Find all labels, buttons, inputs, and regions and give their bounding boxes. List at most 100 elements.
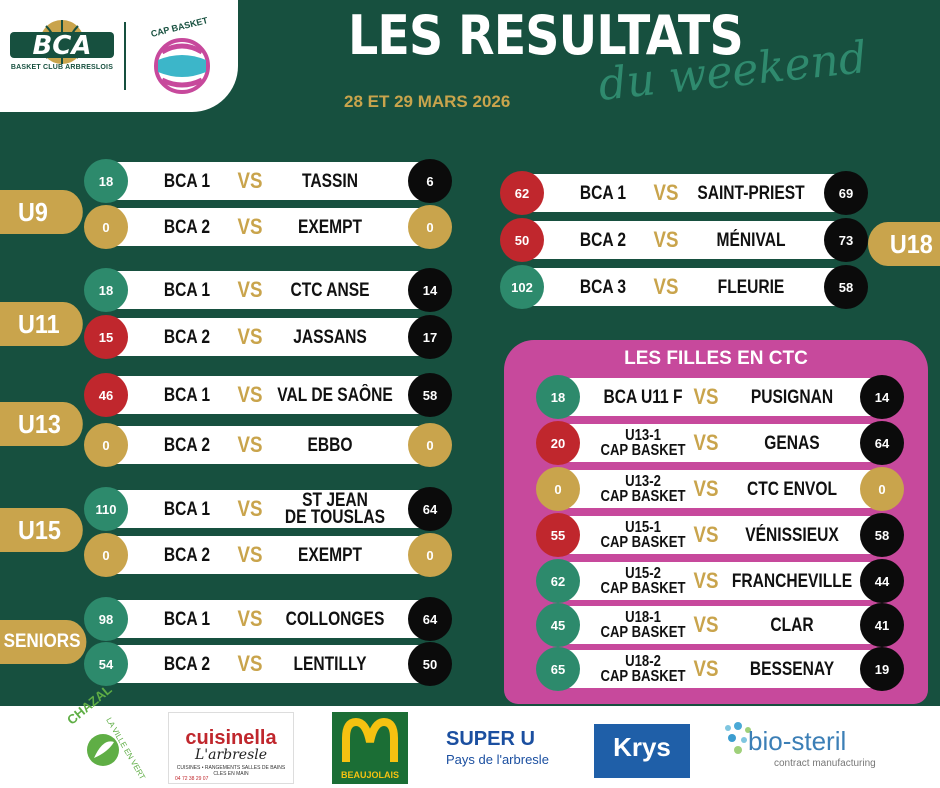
home-team: U13-2 CAP BASKET (591, 470, 694, 508)
category-tag-u9: U9 (0, 190, 83, 234)
home-team: BCA 1 (163, 279, 211, 301)
home-team: BCA 2 (163, 653, 211, 675)
away-score-badge: 41 (860, 603, 904, 647)
away-score-badge: 69 (824, 171, 868, 215)
filles-match-row-4: 55 U15-1 CAP BASKET VS VÉNISSIEUX 58 (536, 513, 904, 557)
away-score-badge: 0 (408, 533, 452, 577)
cuisinella-city: L'arbresle (194, 747, 268, 763)
away-score-badge: 64 (860, 421, 904, 465)
home-team-line-2: CAP BASKET (600, 488, 686, 505)
sponsor-chazal: CHAZAL LA VILLE EN VERT (58, 682, 148, 782)
home-score-badge: 0 (84, 205, 128, 249)
home-score-badge: 18 (84, 159, 128, 203)
away-team: LENTILLY (293, 653, 367, 675)
filles-panel-title: LES FILLES EN CTC (624, 348, 808, 369)
home-team: BCA 1 (163, 384, 211, 406)
filles-match-row-6: 45 U18-1 CAP BASKET VS CLAR 41 (536, 603, 904, 647)
home-team: BCA 3 (579, 276, 627, 298)
filles-match-row-1: 18 BCA U11 F VS PUSIGNAN 14 (536, 375, 904, 419)
cuisinella-phone: 04 72 38 29 07 (175, 776, 209, 782)
away-score-badge: 44 (860, 559, 904, 603)
sponsor-cuisinella: cuisinella L'arbresle CUISINES • RANGEME… (168, 712, 294, 784)
category-tag-seniors: SENIORS (0, 620, 87, 664)
away-team: MÉNIVAL (716, 229, 786, 251)
home-team: BCA 1 (579, 182, 627, 204)
vs-label: VS (693, 612, 719, 637)
away-team: TASSIN (302, 170, 358, 192)
vs-label: VS (693, 476, 719, 501)
vs-label: VS (237, 168, 263, 193)
vs-label: VS (653, 274, 679, 299)
match-row-u9-1: 18 BCA 1 VS TASSIN 6 (84, 159, 452, 203)
krys-name: Krys (613, 732, 671, 762)
match-row-seniors-1: 98 BCA 1 VS COLLONGES 64 (84, 597, 452, 641)
cuisinella-tagline: CUISINES • RANGEMENTS SALLES DE BAINS CL… (176, 765, 286, 777)
match-row-u18-3: 102 BCA 3 VS FLEURIE 58 (500, 265, 868, 309)
vs-label: VS (237, 651, 263, 676)
bca-basketball-logo-icon: BCA (10, 20, 114, 64)
mcdonalds-location: BEAUJOLAIS (340, 770, 399, 780)
sponsors-strip: CHAZAL LA VILLE EN VERT cuisinella L'arb… (0, 682, 940, 788)
home-team: BCA 1 (163, 498, 211, 520)
vs-label: VS (693, 522, 719, 547)
away-score-badge: 50 (408, 642, 452, 686)
home-score-badge: 98 (84, 597, 128, 641)
home-score-badge: 110 (84, 487, 128, 531)
away-team: CTC ANSE (290, 279, 370, 301)
away-team: FLEURIE (717, 276, 785, 298)
home-team: U18-1 CAP BASKET (591, 606, 694, 644)
away-team: COLLONGES (285, 608, 385, 630)
away-score-badge: 64 (408, 597, 452, 641)
home-score-badge: 50 (500, 218, 544, 262)
away-team: ST JEAN DE TOUSLAS (274, 490, 397, 528)
sponsor-super-u: SUPER U Pays de l'arbresle (446, 722, 558, 776)
home-team: U15-2 CAP BASKET (591, 562, 694, 600)
svg-text:BCA: BCA (32, 31, 91, 61)
vs-label: VS (693, 384, 719, 409)
away-team: EBBO (307, 434, 353, 456)
match-row-u9-2: 0 BCA 2 VS EXEMPT 0 (84, 205, 452, 249)
away-score-badge: 0 (408, 205, 452, 249)
away-team-line-2: DE TOUSLAS (284, 507, 386, 528)
away-team: GENAS (764, 432, 820, 454)
leaf-icon (87, 734, 119, 766)
home-score-badge: 15 (84, 315, 128, 359)
home-team-line-1: U15-2 (625, 565, 661, 582)
vs-label: VS (237, 277, 263, 302)
home-team: BCA 1 (163, 170, 211, 192)
sponsor-biosteril: bio-steril contract manufacturing (720, 720, 916, 776)
home-team-line-1: U13-1 (625, 427, 661, 444)
biosteril-name: bio-steril (748, 726, 847, 756)
away-score-badge: 17 (408, 315, 452, 359)
home-team: BCA 2 (163, 544, 211, 566)
away-team: VAL DE SAÔNE (277, 384, 393, 406)
vs-label: VS (653, 227, 679, 252)
home-team: U18-2 CAP BASKET (591, 650, 694, 688)
biosteril-subtitle: contract manufacturing (774, 758, 876, 769)
logo-separator (124, 22, 126, 90)
home-team-line-2: CAP BASKET (600, 668, 686, 685)
vs-label: VS (237, 214, 263, 239)
cap-basket-logo-icon: CAP BASKET (150, 15, 210, 94)
away-score-badge: 0 (408, 423, 452, 467)
home-score-badge: 18 (84, 268, 128, 312)
away-team: FRANCHEVILLE (731, 570, 853, 592)
home-team: BCA 2 (163, 434, 211, 456)
category-tag-u15: U15 (0, 508, 83, 552)
match-row-seniors-2: 54 BCA 2 VS LENTILLY 50 (84, 642, 452, 686)
match-row-u11-1: 18 BCA 1 VS CTC ANSE 14 (84, 268, 452, 312)
home-score-badge: 46 (84, 373, 128, 417)
away-team: EXEMPT (297, 216, 363, 238)
home-team-line-2: CAP BASKET (600, 624, 686, 641)
home-team-line-1: U15-1 (625, 519, 661, 536)
away-score-badge: 58 (408, 373, 452, 417)
svg-text:CAP BASKET: CAP BASKET (150, 15, 210, 39)
home-team-line-2: CAP BASKET (600, 580, 686, 597)
away-team: JASSANS (293, 326, 367, 348)
category-tag-u11: U11 (0, 302, 83, 346)
club-logos-panel: BCA BASKET CLUB ARBRESLOIS CAP BASKET (0, 0, 238, 112)
away-team: CLAR (770, 614, 814, 636)
home-team-line-1: U18-2 (625, 653, 661, 670)
filles-match-row-3: 0 U13-2 CAP BASKET VS CTC ENVOL 0 (536, 467, 904, 511)
vs-label: VS (237, 324, 263, 349)
